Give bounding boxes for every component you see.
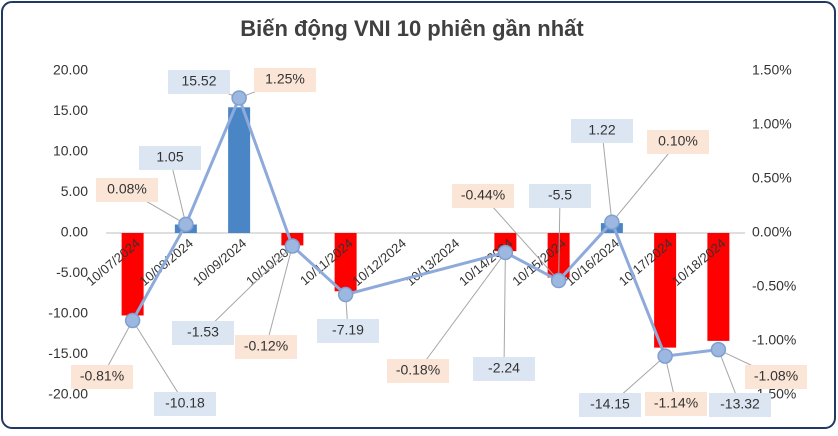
data-label: -0.81%	[80, 368, 124, 384]
leader-line	[482, 195, 559, 281]
bar	[707, 233, 730, 341]
label-box	[96, 178, 158, 202]
leader-line	[132, 320, 186, 405]
leader-line	[611, 141, 679, 223]
data-label: 1.25%	[265, 71, 305, 87]
data-label: -5.5	[548, 187, 572, 203]
data-label: -0.18%	[396, 362, 440, 378]
y2-tick-label: 1.00%	[752, 116, 792, 132]
leader-line	[558, 195, 561, 281]
y-tick-label: 5.00	[61, 183, 88, 199]
label-box	[647, 130, 709, 154]
label-box	[529, 184, 591, 208]
label-box	[745, 365, 807, 389]
label-box	[452, 184, 514, 208]
data-label: -0.44%	[461, 187, 505, 203]
label-box	[172, 321, 234, 345]
y-tick-label: -20.00	[48, 386, 88, 402]
data-label: 0.10%	[658, 133, 698, 149]
label-box	[139, 146, 201, 170]
data-label: 0.08%	[107, 181, 147, 197]
chart-title: Biến động VNI 10 phiên gần nhất	[240, 16, 584, 41]
line-marker	[657, 348, 673, 364]
label-box	[154, 392, 216, 416]
line-marker	[710, 341, 727, 358]
label-box	[387, 359, 449, 383]
data-label: -1.08%	[754, 368, 798, 384]
y2-tick-label: -1.00%	[752, 332, 796, 348]
bar	[654, 233, 677, 348]
line-marker	[604, 214, 620, 230]
data-label: -1.53	[187, 324, 219, 340]
y2-tick-label: -0.50%	[752, 278, 796, 294]
label-box	[254, 68, 316, 92]
data-label: -2.24	[488, 360, 520, 376]
y-tick-label: -5.00	[56, 264, 88, 280]
line-marker	[231, 90, 247, 106]
y2-tick-label: 0.00%	[752, 224, 792, 240]
label-box	[645, 392, 707, 416]
y-tick-label: -15.00	[48, 345, 88, 361]
data-label: -10.18	[165, 395, 205, 411]
bar	[228, 107, 251, 233]
data-label: -7.19	[332, 322, 364, 338]
label-box	[473, 357, 535, 381]
bar	[121, 233, 144, 316]
bar	[334, 233, 357, 292]
label-box	[317, 319, 379, 343]
line-marker	[178, 216, 194, 233]
data-label: -1.14%	[654, 395, 698, 411]
leader-line	[265, 245, 293, 348]
y-tick-label: 15.00	[53, 102, 88, 118]
label-box	[709, 393, 771, 417]
label-box	[571, 119, 633, 143]
y-tick-label: 20.00	[53, 62, 88, 78]
line-marker	[550, 272, 567, 289]
data-label: -13.32	[720, 396, 760, 412]
line	[131, 93, 719, 358]
leader-line	[417, 252, 506, 372]
line-marker	[124, 312, 141, 329]
data-label: -14.15	[590, 396, 630, 412]
data-label: 1.05	[156, 149, 183, 165]
leader-line	[503, 252, 506, 370]
data-label: 15.52	[181, 73, 216, 89]
y-tick-label: -10.00	[48, 305, 88, 321]
label-box	[235, 335, 297, 359]
y-tick-label: 0.00	[61, 224, 88, 240]
y2-tick-label: 1.50%	[752, 62, 792, 78]
data-label: -0.12%	[244, 338, 288, 354]
y2-tick-label: 0.50%	[752, 170, 792, 186]
label-box	[71, 365, 133, 389]
leader-line	[202, 245, 293, 334]
bar	[494, 233, 517, 252]
line-marker	[284, 238, 301, 254]
y-tick-label: 10.00	[53, 143, 88, 159]
leader-line	[601, 130, 613, 223]
line-marker	[497, 244, 514, 261]
label-box	[579, 393, 641, 417]
data-label: 1.22	[588, 122, 615, 138]
label-box	[168, 70, 230, 94]
line-marker	[337, 286, 354, 303]
